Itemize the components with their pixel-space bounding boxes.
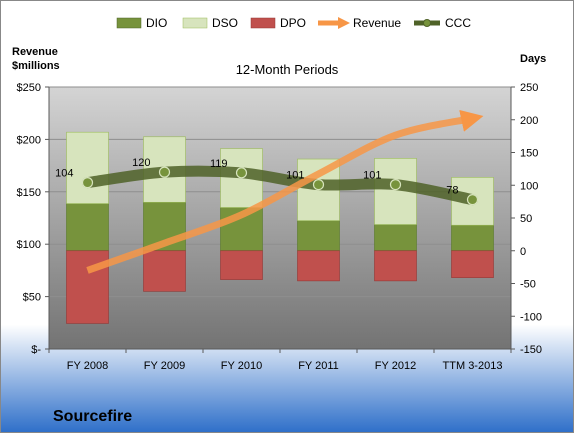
legend-marker-ccc xyxy=(423,19,431,27)
ccc-data-label: 104 xyxy=(55,168,73,180)
legend: DIO DSO DPO Revenue CCC xyxy=(116,16,471,30)
bar-dpo xyxy=(374,250,417,282)
legend-label-ccc: CCC xyxy=(445,16,471,30)
y-left-tick-label: $150 xyxy=(17,187,41,199)
bar-dso xyxy=(66,131,109,204)
ccc-data-label: 78 xyxy=(446,185,458,197)
ccc-series xyxy=(81,165,479,206)
ccc-point xyxy=(312,178,325,191)
bar-dpo xyxy=(297,250,340,282)
bars xyxy=(66,131,494,324)
bar-dpo xyxy=(451,250,494,278)
ccc-line xyxy=(82,165,478,206)
y-right-tick-label: 200 xyxy=(520,115,538,127)
legend-swatch-dpo xyxy=(250,17,276,29)
ccc-data-label: 120 xyxy=(132,157,150,169)
y-right-tick-label: -100 xyxy=(520,311,542,323)
y-right-tick-label: 0 xyxy=(520,246,526,258)
revenue-series xyxy=(86,109,484,274)
y-right-tick-label: 250 xyxy=(520,82,538,94)
bar-dio xyxy=(374,224,417,252)
legend-swatch-dso xyxy=(182,17,208,29)
y-left-tick-label: $50 xyxy=(23,292,41,304)
y-left-tick-label: $- xyxy=(31,344,41,356)
x-tick-label: FY 2008 xyxy=(67,360,108,372)
bar-dpo xyxy=(220,250,263,280)
legend-swatch-dio xyxy=(116,17,142,29)
legend-label-dpo: DPO xyxy=(280,16,306,30)
bar-dpo xyxy=(143,250,186,292)
legend-arrow-revenue xyxy=(338,17,350,29)
axes: $- $50 $100 $150 $200 $250 -150 -100 -50 0 50 100 15… xyxy=(17,82,543,372)
y-right-tick-label: 50 xyxy=(520,213,532,225)
bar-dio xyxy=(451,224,494,252)
y-left-tick-label: $200 xyxy=(17,134,41,146)
plot-area xyxy=(49,87,511,349)
legend-label-revenue: Revenue xyxy=(353,16,401,30)
ccc-point xyxy=(466,194,479,206)
data-labels: 104 120 119 101 101 78 xyxy=(55,157,458,197)
x-tick-label: FY 2011 xyxy=(298,360,339,372)
ccc-point xyxy=(389,178,402,191)
ccc-point xyxy=(81,177,94,189)
y-right-tick-label: -150 xyxy=(520,344,542,356)
legend-label-dso: DSO xyxy=(212,16,238,30)
y-left-label-line1: Revenue xyxy=(12,46,58,58)
x-tick-label: TTM 3-2013 xyxy=(443,360,503,372)
bar-dio xyxy=(297,220,340,252)
revenue-line xyxy=(86,109,484,274)
ccc-data-label: 101 xyxy=(363,170,381,182)
legend-label-dio: DIO xyxy=(146,16,167,30)
y-left-tick-label: $100 xyxy=(17,239,41,251)
ccc-point xyxy=(235,167,248,179)
ccc-data-label: 119 xyxy=(210,158,228,170)
chart-title: 12-Month Periods xyxy=(236,62,339,77)
y-right-tick-label: 100 xyxy=(520,180,538,192)
ccc-point xyxy=(158,166,171,178)
bar-dio xyxy=(66,203,109,252)
x-tick-label: FY 2010 xyxy=(221,360,262,372)
x-tick-label: FY 2009 xyxy=(144,360,185,372)
company-name: Sourcefire xyxy=(53,408,132,425)
ccc-data-label: 101 xyxy=(286,170,304,182)
y-left-label-line2: $millions xyxy=(12,60,60,72)
y-right-tick-label: -50 xyxy=(520,279,536,291)
y-right-label: Days xyxy=(520,53,546,65)
y-left-tick-label: $250 xyxy=(17,82,41,94)
y-right-tick-label: 150 xyxy=(520,148,538,160)
x-tick-label: FY 2012 xyxy=(375,360,416,372)
